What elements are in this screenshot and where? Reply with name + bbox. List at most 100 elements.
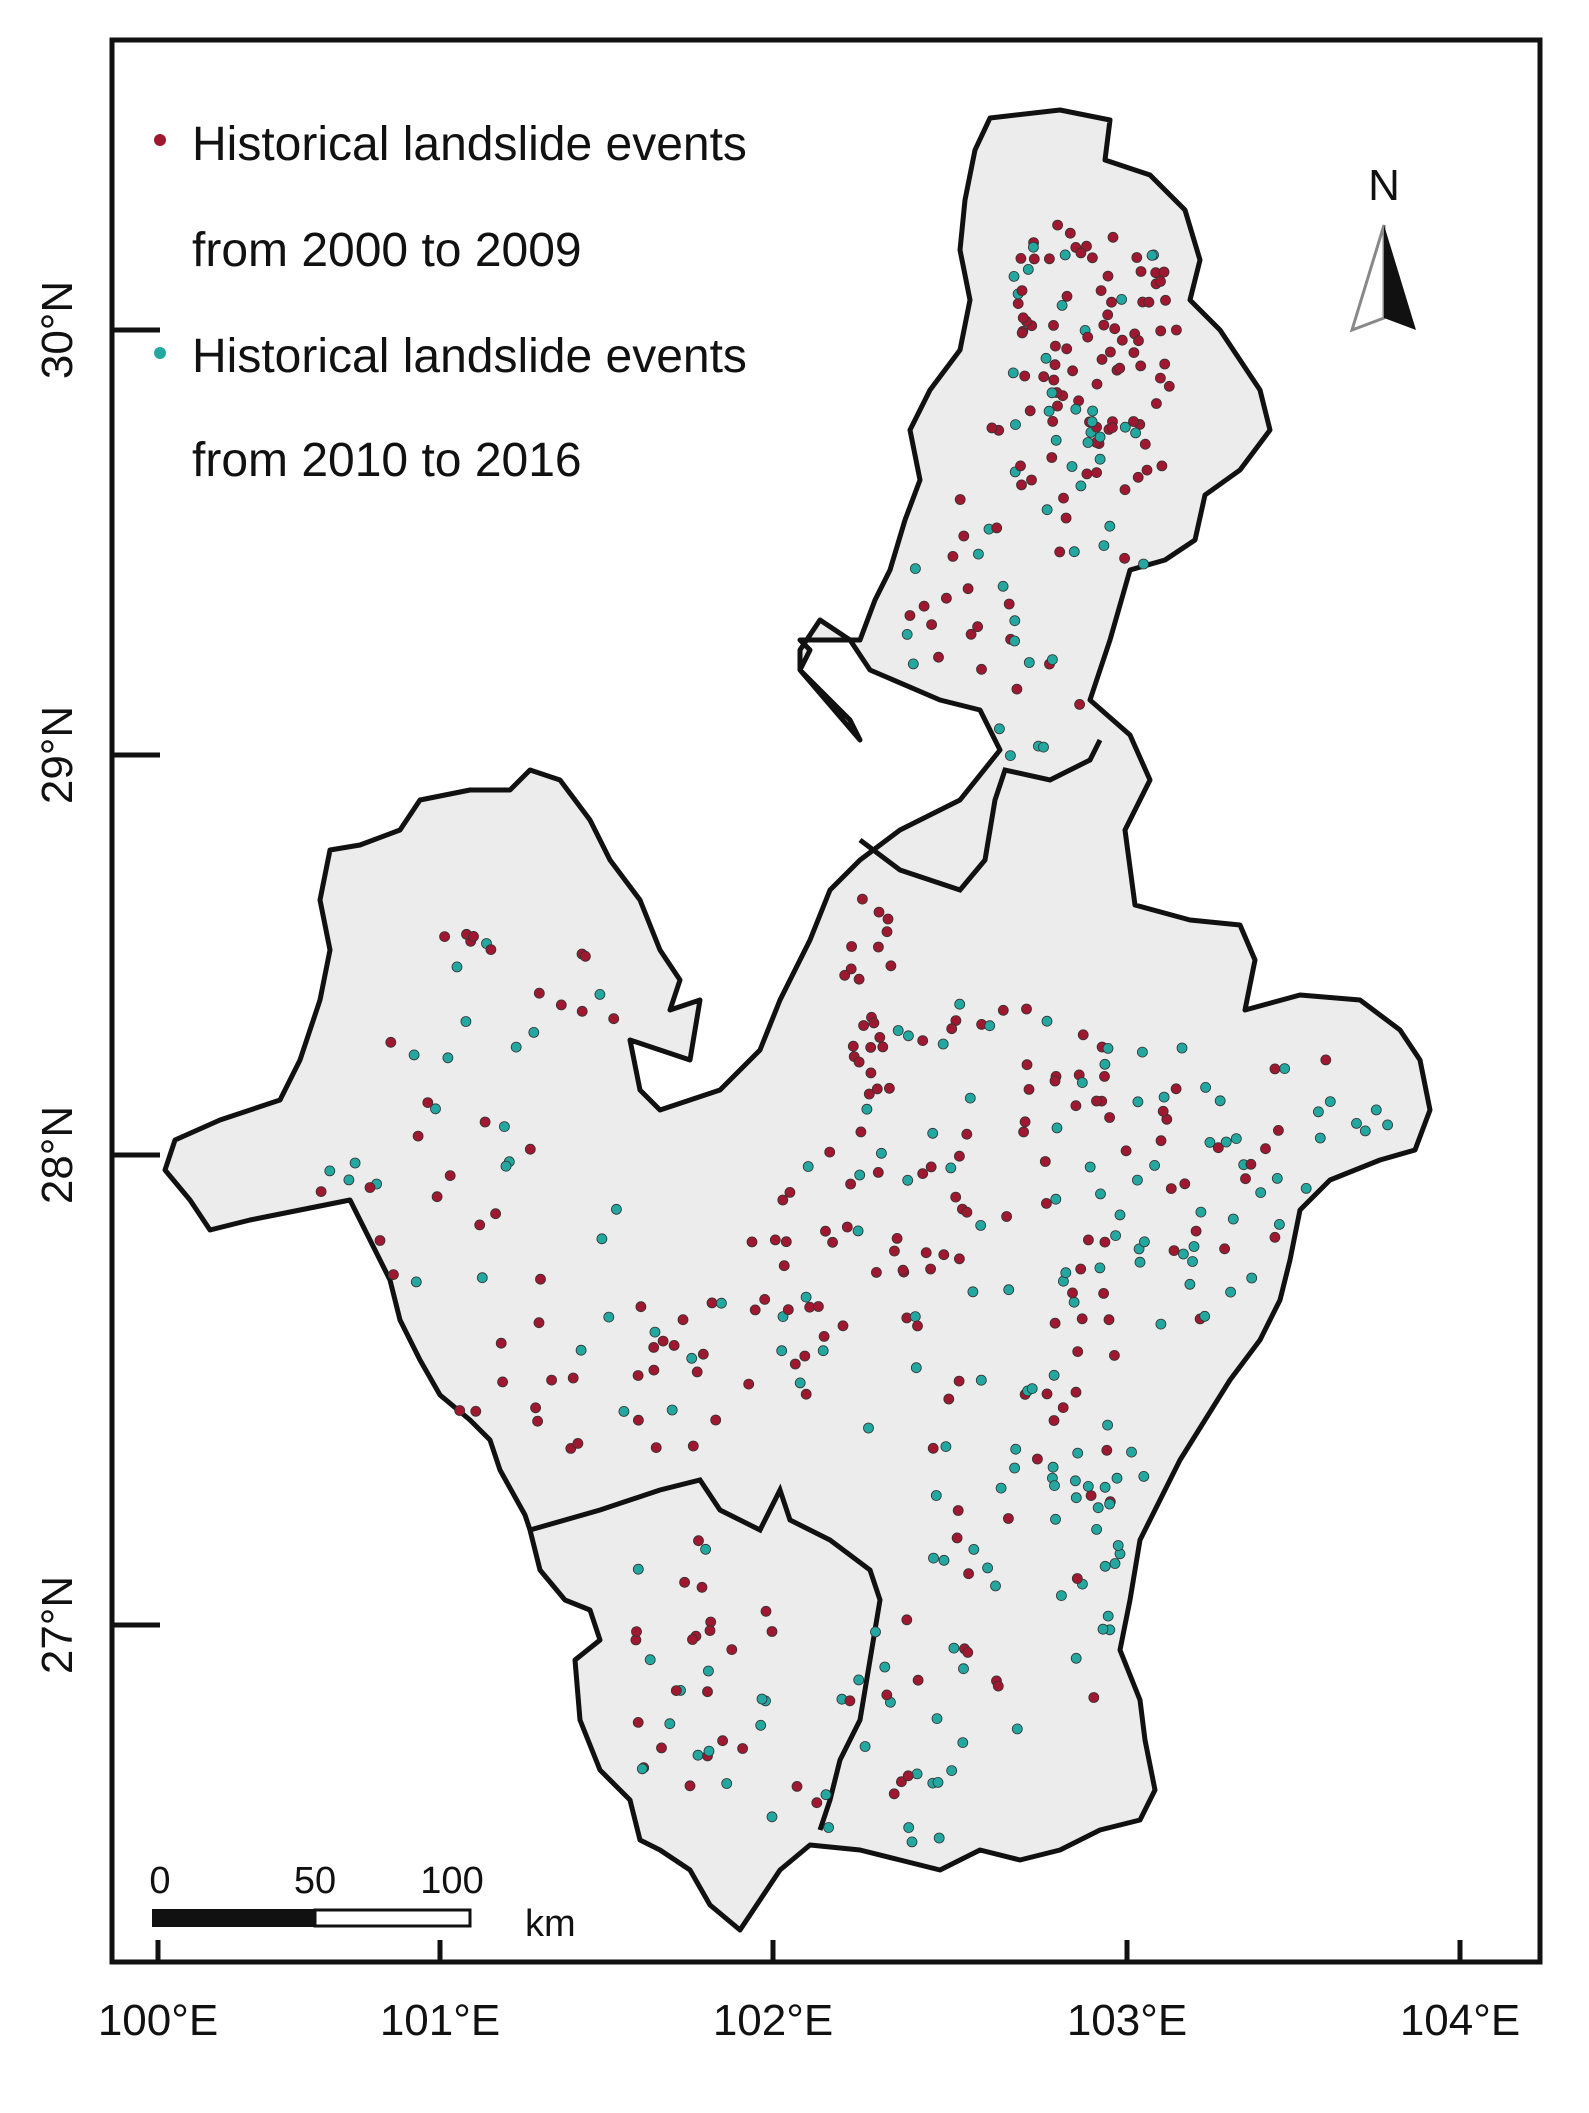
landslide-point-2000-2009 <box>1212 1142 1224 1154</box>
landslide-point-2010-2016 <box>1056 299 1068 311</box>
landslide-point-2010-2016 <box>967 1286 979 1298</box>
landslide-point-2000-2009 <box>1155 372 1166 384</box>
landslide-point-2010-2016 <box>937 1038 949 1050</box>
landslide-point-2000-2009 <box>820 1225 831 1237</box>
landslide-point-2000-2009 <box>925 1263 936 1275</box>
landslide-point-2000-2009 <box>791 1781 803 1792</box>
landslide-point-2000-2009 <box>952 1505 964 1516</box>
landslide-point-2010-2016 <box>870 1626 881 1638</box>
landslide-point-2000-2009 <box>868 1017 880 1029</box>
landslide-point-2010-2016 <box>1059 249 1071 261</box>
legend: Historical landslide events from 2000 to… <box>154 118 747 487</box>
landslide-point-2000-2009 <box>1001 1211 1012 1222</box>
landslide-point-2000-2009 <box>884 1082 895 1094</box>
landslide-point-2000-2009 <box>572 1438 584 1449</box>
north-arrow: N <box>1349 161 1416 333</box>
landslide-point-2010-2016 <box>794 1377 806 1389</box>
landslide-point-2000-2009 <box>315 1186 327 1197</box>
landslide-point-2010-2016 <box>946 1765 958 1776</box>
landslide-point-2000-2009 <box>888 1788 900 1800</box>
landslide-point-2010-2016 <box>973 548 984 560</box>
landslide-point-2010-2016 <box>1126 1446 1137 1458</box>
landslide-point-2000-2009 <box>824 1146 836 1158</box>
landslide-point-2010-2016 <box>879 1661 891 1673</box>
landslide-point-2010-2016 <box>948 1642 960 1654</box>
landslide-point-2010-2016 <box>1138 1471 1150 1482</box>
landslide-point-2000-2009 <box>1101 1444 1113 1456</box>
legend-label-1-line1: Historical landslide events <box>192 118 747 171</box>
landslide-point-2000-2009 <box>422 1097 434 1108</box>
landslide-point-2000-2009 <box>1049 1317 1061 1329</box>
landslide-point-2000-2009 <box>1091 1095 1102 1107</box>
landslide-point-2000-2009 <box>1091 467 1102 479</box>
landslide-point-2000-2009 <box>1085 1490 1097 1501</box>
landslide-point-2000-2009 <box>1128 416 1139 427</box>
landslide-point-2000-2009 <box>567 1372 579 1384</box>
landslide-point-2000-2009 <box>1135 360 1147 372</box>
y-tick-label-29: 29°N <box>33 706 82 804</box>
landslide-point-2000-2009 <box>873 941 884 953</box>
landslide-point-2010-2016 <box>343 1174 355 1186</box>
landslide-point-2000-2009 <box>920 1247 932 1259</box>
landslide-point-2000-2009 <box>670 1685 682 1696</box>
landslide-point-2000-2009 <box>1156 460 1168 472</box>
landslide-point-2000-2009 <box>1105 346 1116 358</box>
landslide-point-2000-2009 <box>1046 452 1058 463</box>
landslide-point-2000-2009 <box>648 1342 660 1353</box>
landslide-point-2010-2016 <box>1041 1015 1053 1027</box>
scale-label-100: 100 <box>420 1860 483 1902</box>
landslide-point-2000-2009 <box>891 1233 903 1244</box>
landslide-point-2010-2016 <box>766 1811 778 1823</box>
landslide-point-2000-2009 <box>782 1304 794 1316</box>
landslide-point-2000-2009 <box>749 1304 761 1316</box>
internal-boundary-north <box>858 738 1103 893</box>
landslide-point-2010-2016 <box>1104 520 1116 532</box>
landslide-point-2000-2009 <box>1075 247 1087 259</box>
landslide-point-2000-2009 <box>1039 1156 1051 1167</box>
landslide-point-2000-2009 <box>827 1236 838 1248</box>
scale-bar: 0 50 100 km <box>149 1860 575 1945</box>
landslide-point-2010-2016 <box>1075 480 1087 492</box>
landslide-point-2010-2016 <box>1070 1652 1082 1664</box>
landslide-point-2000-2009 <box>1074 699 1085 710</box>
landslide-point-2000-2009 <box>800 1388 812 1400</box>
landslide-point-2000-2009 <box>746 1236 758 1248</box>
landslide-point-2000-2009 <box>697 1348 709 1360</box>
landslide-point-2000-2009 <box>926 619 937 630</box>
landslide-point-2010-2016 <box>632 1563 644 1575</box>
landslide-point-2000-2009 <box>853 1056 865 1068</box>
landslide-point-2010-2016 <box>1010 1443 1022 1455</box>
landslide-point-2000-2009 <box>841 1221 853 1233</box>
landslide-point-2000-2009 <box>1011 683 1023 695</box>
landslide-point-2000-2009 <box>387 1269 399 1280</box>
landslide-point-2000-2009 <box>943 1393 955 1405</box>
landslide-point-2010-2016 <box>863 1422 874 1434</box>
landslide-point-2010-2016 <box>1102 1610 1114 1622</box>
landslide-point-2000-2009 <box>1165 1183 1177 1194</box>
landslide-point-2010-2016 <box>982 1562 993 1574</box>
landslide-point-2000-2009 <box>679 1576 690 1588</box>
landslide-point-2000-2009 <box>1099 1071 1110 1082</box>
scale-unit: km <box>525 1903 576 1945</box>
landslide-point-2010-2016 <box>1068 1296 1080 1308</box>
landslide-point-2010-2016 <box>854 1169 866 1181</box>
landslide-point-2000-2009 <box>855 1126 867 1138</box>
landslide-point-2010-2016 <box>498 1121 510 1132</box>
landslide-point-2000-2009 <box>972 621 983 633</box>
landslide-point-2010-2016 <box>909 1311 921 1322</box>
landslide-point-2000-2009 <box>412 1130 424 1142</box>
landslide-point-2010-2016 <box>906 1836 918 1848</box>
landslide-point-2000-2009 <box>497 1376 509 1388</box>
landslide-point-2010-2016 <box>1134 1256 1146 1268</box>
landslide-point-2000-2009 <box>1171 324 1182 336</box>
landslide-point-2010-2016 <box>1104 1498 1115 1510</box>
landslide-point-2000-2009 <box>1158 266 1170 278</box>
landslide-point-2010-2016 <box>1056 1590 1067 1601</box>
landslide-point-2010-2016 <box>1066 461 1078 472</box>
landslide-point-2010-2016 <box>932 1777 944 1788</box>
landslide-point-2000-2009 <box>1104 1112 1115 1123</box>
landslide-point-2000-2009 <box>684 1780 696 1792</box>
landslide-point-2000-2009 <box>962 583 974 595</box>
landslide-point-2010-2016 <box>975 1374 987 1386</box>
landslide-point-2010-2016 <box>1023 657 1035 668</box>
